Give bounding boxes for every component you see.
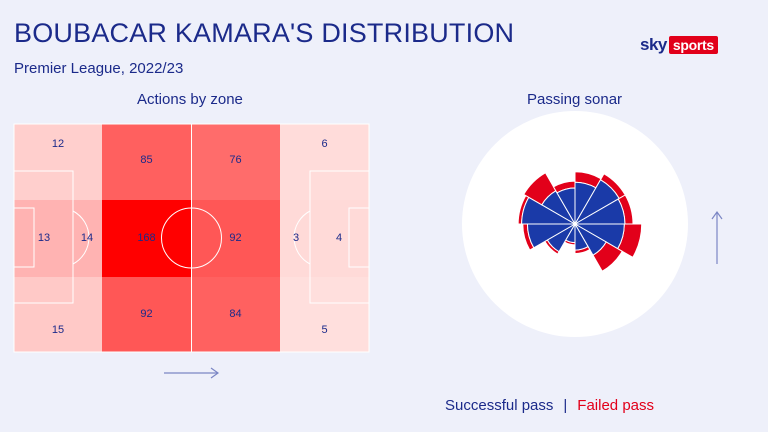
logo-sky-text: sky <box>640 35 667 54</box>
zone-value-label: 6 <box>321 138 327 150</box>
zone-cell <box>14 277 102 352</box>
zone-value-label: 3 <box>293 232 299 244</box>
sky-sports-logo: sky sports <box>640 34 718 56</box>
zone-cell <box>14 124 102 200</box>
zone-value-label: 5 <box>321 324 327 336</box>
zone-value-label: 92 <box>140 308 152 320</box>
legend-successful: Successful pass <box>445 397 554 414</box>
zone-cell <box>14 200 102 277</box>
zone-value-label: 15 <box>52 324 64 336</box>
sonar-successful-wedge <box>573 222 607 256</box>
zone-cell <box>280 124 369 200</box>
zone-value-label: 85 <box>140 154 152 166</box>
zone-value-label: 84 <box>229 308 241 320</box>
chart-subtitle: Premier League, 2022/23 <box>14 60 184 77</box>
zone-cell <box>191 124 280 200</box>
zone-cell <box>191 277 280 352</box>
sonar-legend: Successful pass | Failed pass <box>445 397 654 414</box>
zone-cell <box>280 200 369 277</box>
centre-circle <box>161 207 222 269</box>
zone-value-label: 4 <box>336 232 342 244</box>
left-penalty-arc <box>72 210 90 265</box>
sonar-direction-arrowhead <box>711 210 723 220</box>
zone-value-label: 92 <box>229 232 241 244</box>
zone-value-label: 14 <box>81 232 93 244</box>
zone-value-label: 76 <box>229 154 241 166</box>
right-penalty-arc <box>293 210 311 265</box>
zone-value-label: 13 <box>38 232 50 244</box>
zone-value-label: 12 <box>52 138 64 150</box>
zone-cell <box>102 277 191 352</box>
zone-value-label: 168 <box>137 232 155 244</box>
legend-separator: | <box>563 397 568 414</box>
attack-direction-arrowhead <box>210 367 220 379</box>
sonar-title: Passing sonar <box>527 91 623 108</box>
sonar-successful-wedge <box>574 222 589 251</box>
zone-cell <box>280 277 369 352</box>
legend-failed: Failed pass <box>577 397 655 414</box>
logo-sports-text: sports <box>668 36 718 54</box>
heatmap-title: Actions by zone <box>137 91 243 108</box>
zone-cell <box>102 124 191 200</box>
right-six-yard-box <box>348 207 370 268</box>
left-six-yard-box <box>13 207 35 268</box>
chart-title: BOUBACAR KAMARA'S DISTRIBUTION <box>14 18 515 48</box>
